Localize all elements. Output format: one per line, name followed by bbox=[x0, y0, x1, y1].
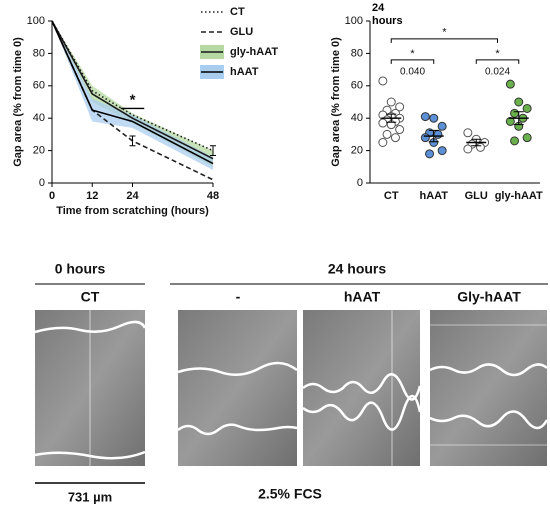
data-point bbox=[395, 125, 405, 135]
wound-edge bbox=[302, 373, 422, 401]
p-value: 0.024 bbox=[485, 67, 510, 78]
sem-bar bbox=[513, 111, 524, 126]
y-tick-label: 20 bbox=[33, 145, 45, 157]
chart-title: 24 hours bbox=[372, 2, 403, 27]
data-point bbox=[425, 149, 435, 159]
y-tick-label: 100 bbox=[345, 15, 363, 27]
panel-label: Gly-hAAT bbox=[457, 289, 521, 305]
data-point bbox=[437, 121, 447, 131]
x-axis-label: Time from scratching (hours) bbox=[56, 205, 209, 217]
data-point bbox=[437, 146, 447, 156]
error-bar bbox=[210, 145, 216, 156]
scale-bar-label: 731 µm bbox=[68, 489, 112, 504]
data-point bbox=[420, 112, 430, 122]
x-tick-label: 24 bbox=[126, 190, 139, 202]
y-tick-label: 80 bbox=[351, 47, 363, 59]
y-tick-label: 80 bbox=[33, 47, 45, 59]
wound-edge bbox=[429, 410, 549, 430]
y-tick-label: 40 bbox=[33, 112, 45, 124]
panel-label: - bbox=[236, 289, 241, 305]
data-point bbox=[522, 103, 532, 113]
data-point bbox=[378, 76, 388, 86]
sig-bracket bbox=[390, 59, 435, 64]
y-axis-label: Gap area (% from time 0) bbox=[330, 37, 342, 167]
y-tick-label: 20 bbox=[351, 145, 363, 157]
x-tick-label: 12 bbox=[86, 190, 98, 202]
annotation: * bbox=[442, 27, 447, 39]
y-tick-label: 60 bbox=[351, 80, 363, 92]
panel-label: hAAT bbox=[344, 289, 381, 305]
annotation: * bbox=[495, 48, 500, 60]
data-point bbox=[386, 97, 396, 107]
y-tick-label: 0 bbox=[357, 177, 363, 189]
legend-label: hAAT bbox=[230, 66, 259, 78]
sem-bar bbox=[471, 138, 482, 147]
sig-bracket bbox=[475, 59, 520, 64]
data-point bbox=[390, 133, 400, 143]
sem-bar bbox=[386, 113, 397, 123]
y-tick-label: 0 bbox=[39, 177, 45, 189]
data-point bbox=[463, 128, 473, 138]
wound-edge bbox=[34, 320, 147, 334]
y-axis-label: Gap area (% from time 0) bbox=[12, 37, 24, 167]
x-tick-label: 0 bbox=[49, 190, 55, 202]
micrograph bbox=[178, 310, 297, 466]
panel-header: 24 hours bbox=[328, 261, 387, 277]
y-tick-label: 100 bbox=[27, 15, 45, 27]
series-line bbox=[51, 20, 214, 152]
medium-label: 2.5% FCS bbox=[258, 486, 322, 502]
p-value: 0.040 bbox=[400, 67, 425, 78]
data-point bbox=[395, 102, 405, 112]
x-tick-label: 48 bbox=[207, 190, 219, 202]
data-point bbox=[475, 142, 485, 152]
annotation: * bbox=[410, 48, 415, 60]
data-point bbox=[505, 79, 515, 89]
wound-edge bbox=[177, 361, 298, 376]
data-point bbox=[505, 116, 515, 126]
data-point bbox=[429, 113, 439, 123]
data-point bbox=[420, 133, 430, 143]
sem-bar bbox=[428, 129, 439, 143]
x-tick-label: GLU bbox=[465, 190, 488, 202]
data-point bbox=[433, 129, 443, 139]
data-point bbox=[514, 97, 524, 107]
wound-edge bbox=[429, 363, 548, 377]
micrograph bbox=[430, 310, 547, 466]
annotation: * bbox=[130, 91, 136, 108]
data-point bbox=[378, 138, 388, 147]
data-point bbox=[522, 133, 532, 143]
series-line bbox=[51, 20, 214, 165]
x-tick-label: hAAT bbox=[419, 190, 448, 202]
y-tick-label: 40 bbox=[351, 112, 363, 124]
error-bar bbox=[129, 135, 136, 147]
x-tick-label: CT bbox=[384, 190, 399, 202]
panel-label: CT bbox=[81, 289, 100, 305]
y-tick-label: 60 bbox=[33, 80, 45, 92]
legend-label: GLU bbox=[230, 26, 253, 38]
wound-edge bbox=[302, 394, 422, 431]
series-line bbox=[51, 20, 214, 160]
legend-label: CT bbox=[230, 6, 245, 18]
legend-label: gly-hAAT bbox=[230, 46, 278, 58]
data-point bbox=[378, 118, 388, 128]
x-tick-label: gly-hAAT bbox=[495, 190, 543, 202]
data-point bbox=[463, 144, 473, 154]
data-point bbox=[382, 129, 392, 139]
data-point bbox=[510, 136, 520, 146]
data-point bbox=[510, 108, 520, 118]
panel-header: 0 hours bbox=[55, 261, 106, 277]
sig-bracket bbox=[390, 38, 498, 43]
micrographs bbox=[34, 310, 549, 466]
wound-edge bbox=[177, 423, 298, 436]
